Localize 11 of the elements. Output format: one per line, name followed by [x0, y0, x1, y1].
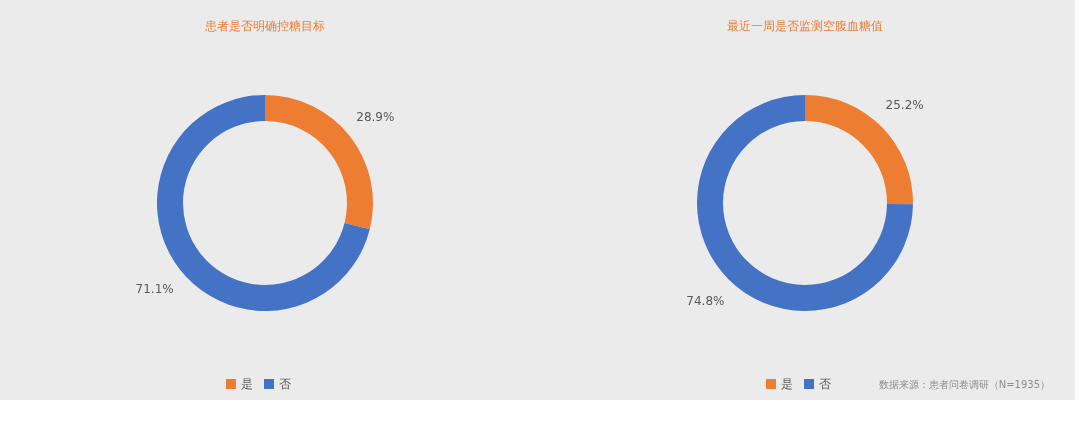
legend-label: 否 — [279, 377, 291, 391]
data-label: 28.9% — [356, 109, 395, 124]
data-label: 71.1% — [135, 282, 174, 297]
data-label: 74.8% — [686, 294, 725, 309]
data-label: 25.2% — [885, 97, 924, 112]
chart-title: 患者是否明确控糖目标 — [204, 19, 325, 33]
legend-label: 是 — [241, 377, 253, 391]
legend-label: 否 — [819, 377, 831, 391]
legend-label: 是 — [781, 377, 793, 391]
source-note: 数据来源：患者问卷调研（N=1935） — [878, 379, 1050, 390]
chart-title: 最近一周是否监测空腹血糖值 — [727, 19, 883, 33]
